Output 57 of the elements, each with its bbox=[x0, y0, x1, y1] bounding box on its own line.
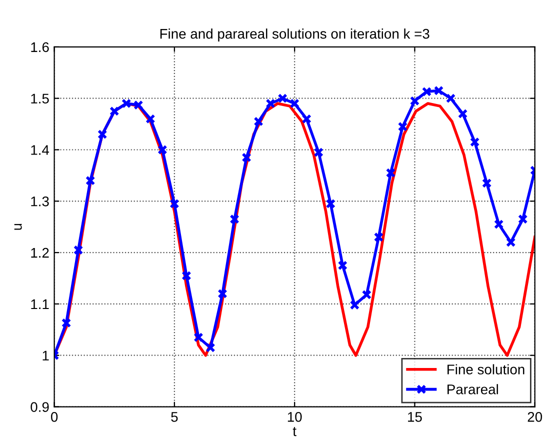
y-tick-label: 1.2 bbox=[31, 248, 49, 258]
point bbox=[314, 147, 324, 158]
y-tick-label: 1 bbox=[42, 350, 49, 360]
point bbox=[85, 176, 96, 186]
point bbox=[146, 114, 156, 124]
point bbox=[494, 219, 504, 230]
point bbox=[278, 93, 288, 104]
point bbox=[218, 288, 228, 299]
point bbox=[182, 270, 192, 281]
y-tick-label: 1.6 bbox=[31, 42, 49, 52]
point bbox=[97, 129, 108, 140]
point bbox=[398, 122, 408, 132]
legend-label: Fine solution bbox=[448, 364, 524, 374]
point bbox=[158, 144, 168, 155]
y-tick-label: 1.5 bbox=[31, 94, 49, 104]
point bbox=[338, 260, 348, 270]
y-axis-title: u bbox=[14, 224, 22, 230]
point bbox=[470, 137, 480, 147]
point bbox=[374, 232, 384, 242]
point bbox=[134, 100, 144, 110]
legend-label: Parareal bbox=[448, 384, 498, 394]
point bbox=[362, 290, 372, 300]
point bbox=[422, 86, 432, 97]
point bbox=[206, 342, 216, 353]
point bbox=[73, 245, 84, 255]
x-tick-label: 0 bbox=[50, 412, 58, 422]
point bbox=[410, 96, 420, 106]
point bbox=[482, 178, 492, 188]
point bbox=[518, 214, 528, 224]
point bbox=[386, 168, 396, 178]
x-tick-label: 10 bbox=[288, 412, 302, 422]
point bbox=[110, 106, 120, 116]
x-tick-label: 20 bbox=[528, 412, 542, 422]
x-axis-title: t bbox=[292, 427, 296, 436]
point bbox=[170, 198, 180, 209]
y-tick-label: 1.1 bbox=[31, 299, 49, 309]
x-tick-label: 5 bbox=[171, 412, 178, 422]
point bbox=[506, 237, 516, 248]
point bbox=[194, 332, 204, 342]
point bbox=[266, 98, 276, 108]
point bbox=[122, 98, 132, 108]
chart-title: Fine and parareal solutions on iteration k =3 bbox=[160, 28, 430, 42]
point bbox=[302, 114, 312, 124]
point bbox=[230, 214, 240, 224]
point bbox=[350, 300, 360, 310]
point bbox=[326, 198, 336, 209]
point bbox=[446, 93, 456, 104]
y-tick-label: 0.9 bbox=[30, 402, 49, 412]
point bbox=[242, 152, 252, 162]
y-tick-label: 1.3 bbox=[31, 196, 49, 206]
point bbox=[254, 116, 264, 126]
y-tick-label: 1.4 bbox=[31, 145, 50, 155]
point bbox=[61, 318, 72, 328]
point bbox=[458, 108, 468, 119]
point bbox=[290, 98, 300, 108]
x-tick-label: 15 bbox=[408, 412, 422, 422]
point bbox=[434, 86, 444, 96]
